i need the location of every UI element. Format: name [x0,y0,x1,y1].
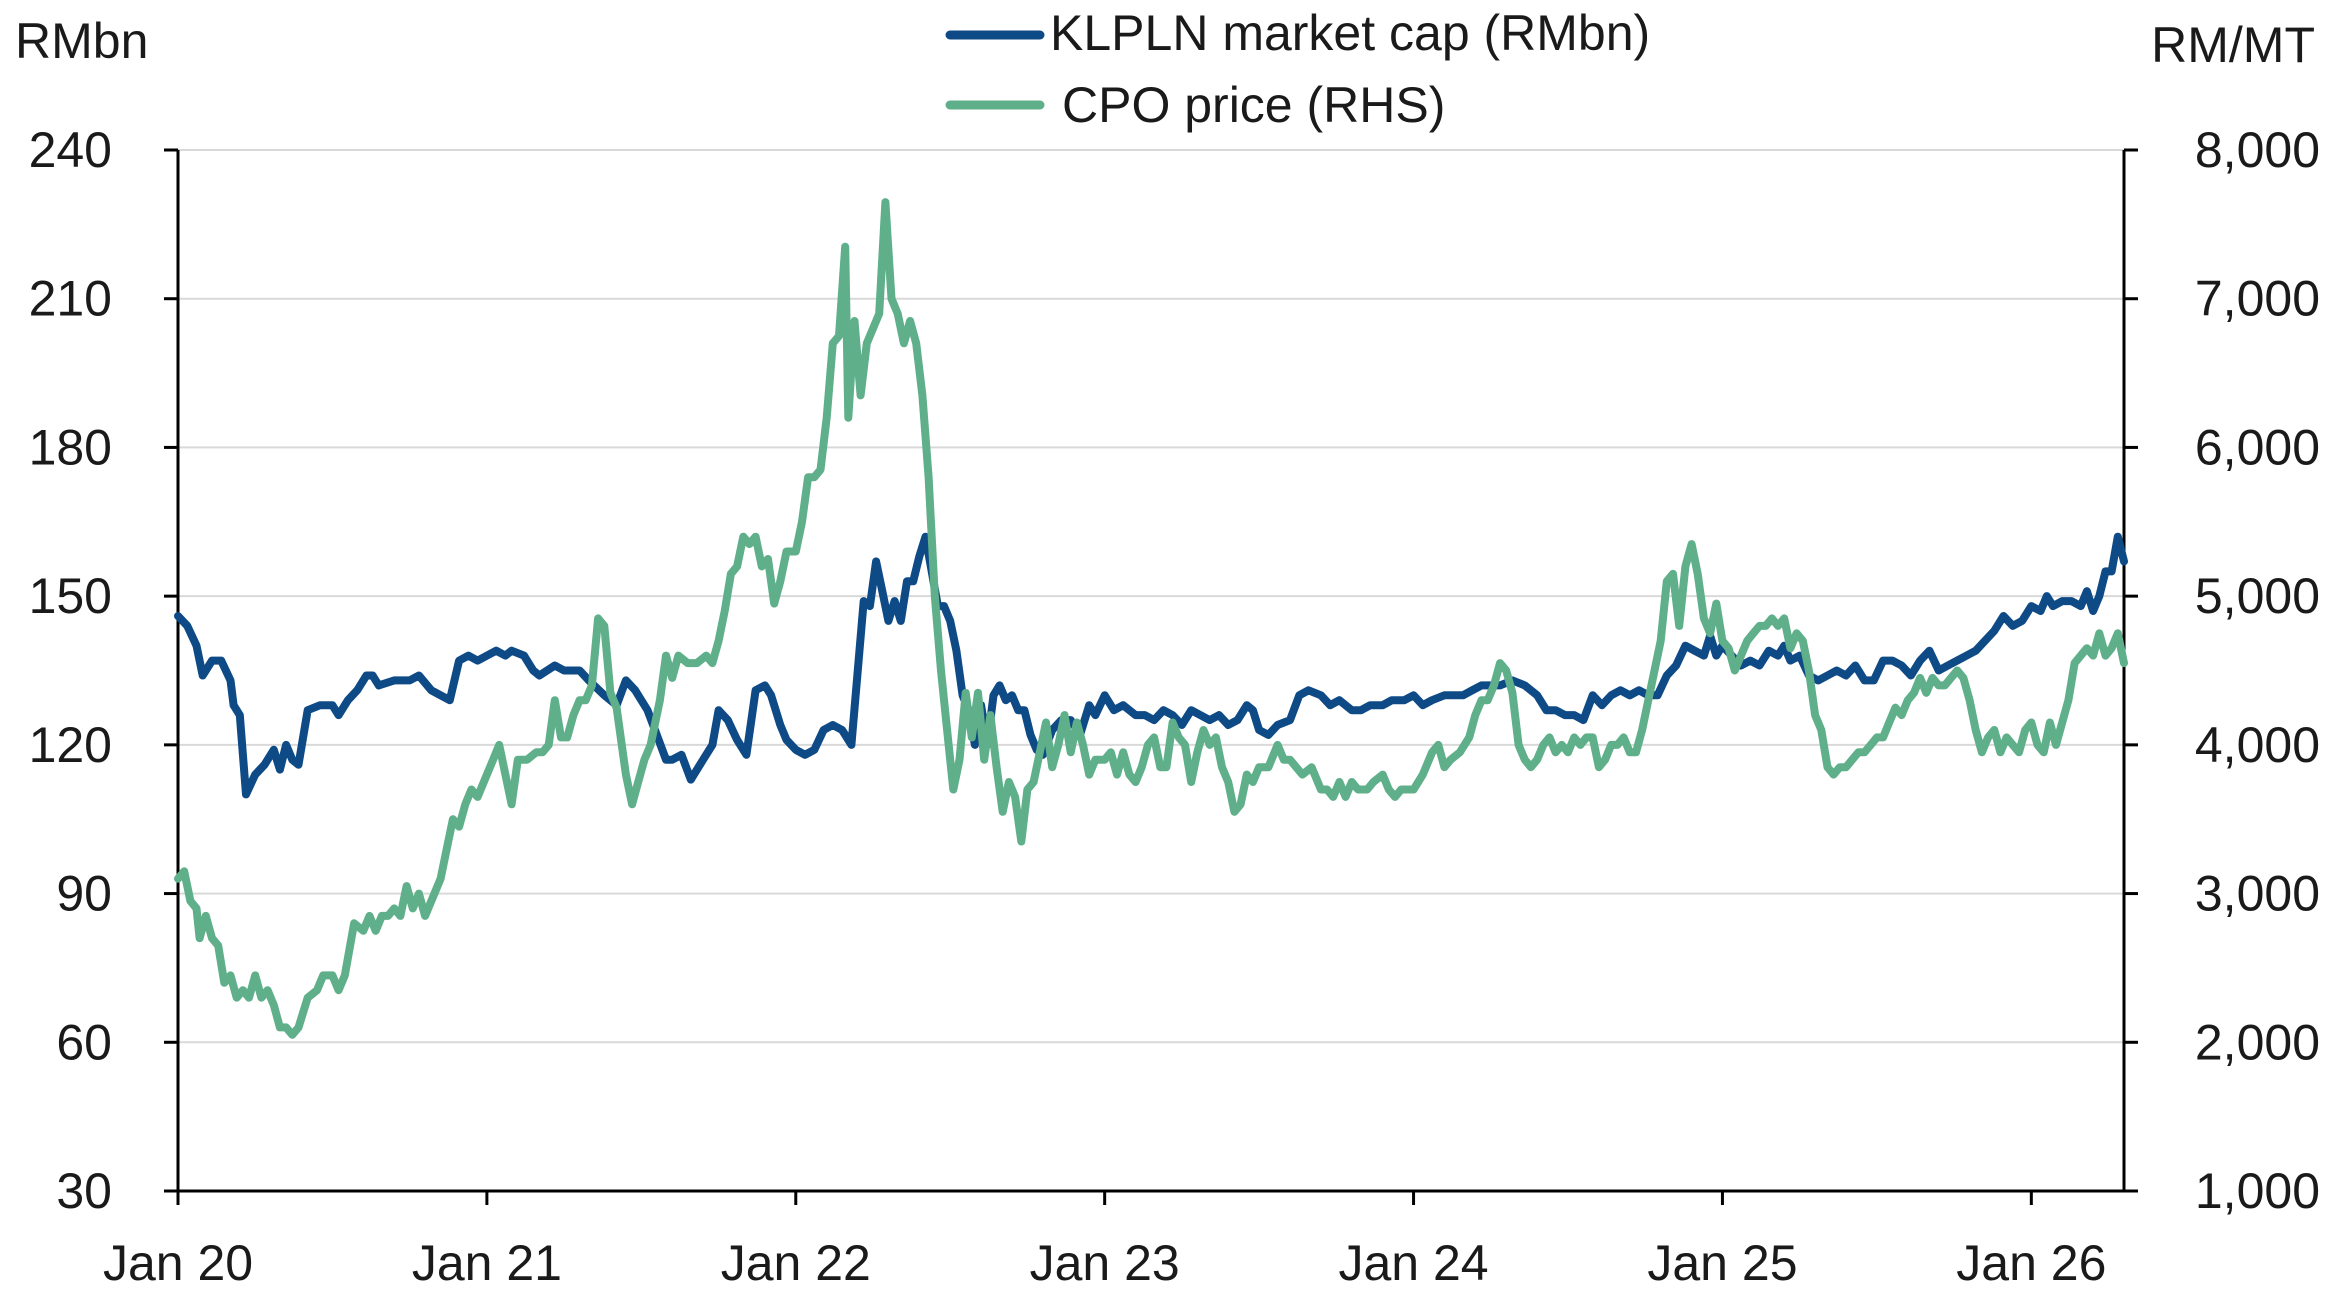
x-tick-label: Jan 20 [103,1235,253,1291]
x-tick-label: Jan 25 [1647,1235,1797,1291]
left-tick-label: 210 [29,271,112,327]
left-tick-label: 180 [29,419,112,475]
right-tick-label: 4,000 [2195,717,2320,773]
left-tick-label: 240 [29,122,112,178]
right-tick-label: 7,000 [2195,271,2320,327]
right-tick-label: 8,000 [2195,122,2320,178]
left-axis-unit-label: RMbn [15,13,148,69]
right-tick-label: 3,000 [2195,866,2320,922]
right-tick-label: 2,000 [2195,1014,2320,1070]
right-tick-label: 6,000 [2195,419,2320,475]
right-tick-label: 1,000 [2195,1163,2320,1219]
series-line-klpln-market-cap [174,532,2128,799]
x-tick-label: Jan 24 [1338,1235,1488,1291]
legend: KLPLN market cap (RMbn) CPO price (RHS) [945,5,1650,133]
left-tick-label: 90 [56,866,112,922]
left-tick-label: 30 [56,1163,112,1219]
legend-label-cpo: CPO price (RHS) [1062,77,1445,133]
left-tick-label: 120 [29,717,112,773]
gridlines [178,149,2124,1044]
series-lines [174,198,2128,1039]
x-tick-label: Jan 21 [412,1235,562,1291]
right-axis-unit-label: RM/MT [2151,17,2315,73]
legend-label-klpln: KLPLN market cap (RMbn) [1050,5,1650,61]
x-tick-label: Jan 23 [1030,1235,1180,1291]
series-line-cpo-price [174,198,2128,1039]
axes: 30 60 90 120 150 180 210 240 1,000 2,000 3,000 4,00… [29,122,2320,1291]
left-tick-label: 60 [56,1014,112,1070]
left-tick-label: 150 [29,568,112,624]
right-tick-label: 5,000 [2195,568,2320,624]
x-tick-label: Jan 26 [1956,1235,2106,1291]
x-tick-label: Jan 22 [721,1235,871,1291]
